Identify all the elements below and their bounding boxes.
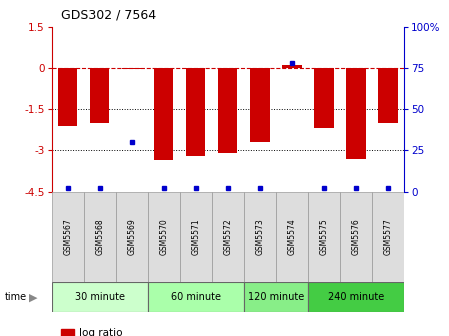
FancyBboxPatch shape	[308, 282, 404, 312]
Text: GSM5570: GSM5570	[159, 218, 168, 255]
Text: 60 minute: 60 minute	[171, 292, 221, 302]
Bar	[379, 68, 398, 123]
Text: GSM5572: GSM5572	[223, 218, 233, 255]
FancyBboxPatch shape	[84, 192, 116, 282]
Text: 120 minute: 120 minute	[248, 292, 304, 302]
FancyBboxPatch shape	[180, 192, 212, 282]
FancyBboxPatch shape	[276, 192, 308, 282]
Bar	[314, 68, 334, 128]
Text: GSM5567: GSM5567	[63, 218, 72, 255]
Bar	[122, 68, 141, 70]
Bar	[186, 68, 206, 156]
Text: time: time	[4, 292, 26, 302]
FancyBboxPatch shape	[148, 282, 244, 312]
Text: log ratio: log ratio	[79, 329, 122, 336]
Text: GSM5576: GSM5576	[352, 218, 361, 255]
Bar	[154, 68, 173, 160]
Bar	[90, 68, 109, 123]
Text: GSM5575: GSM5575	[320, 218, 329, 255]
FancyBboxPatch shape	[308, 192, 340, 282]
FancyBboxPatch shape	[52, 192, 84, 282]
Text: 240 minute: 240 minute	[328, 292, 384, 302]
Text: 30 minute: 30 minute	[75, 292, 125, 302]
Text: GSM5569: GSM5569	[127, 218, 136, 255]
Text: GDS302 / 7564: GDS302 / 7564	[61, 8, 156, 22]
FancyBboxPatch shape	[116, 192, 148, 282]
Text: GSM5574: GSM5574	[287, 218, 296, 255]
Bar	[347, 68, 365, 159]
FancyBboxPatch shape	[212, 192, 244, 282]
FancyBboxPatch shape	[372, 192, 404, 282]
Text: GSM5571: GSM5571	[191, 218, 200, 255]
FancyBboxPatch shape	[244, 282, 308, 312]
FancyBboxPatch shape	[340, 192, 372, 282]
Text: GSM5573: GSM5573	[255, 218, 264, 255]
Text: GSM5577: GSM5577	[383, 218, 392, 255]
Text: GSM5568: GSM5568	[95, 218, 104, 255]
Bar	[282, 65, 302, 68]
Bar	[250, 68, 269, 142]
Bar	[58, 68, 77, 126]
FancyBboxPatch shape	[52, 282, 148, 312]
FancyBboxPatch shape	[244, 192, 276, 282]
FancyBboxPatch shape	[148, 192, 180, 282]
Text: ▶: ▶	[29, 292, 38, 302]
Bar	[218, 68, 238, 153]
